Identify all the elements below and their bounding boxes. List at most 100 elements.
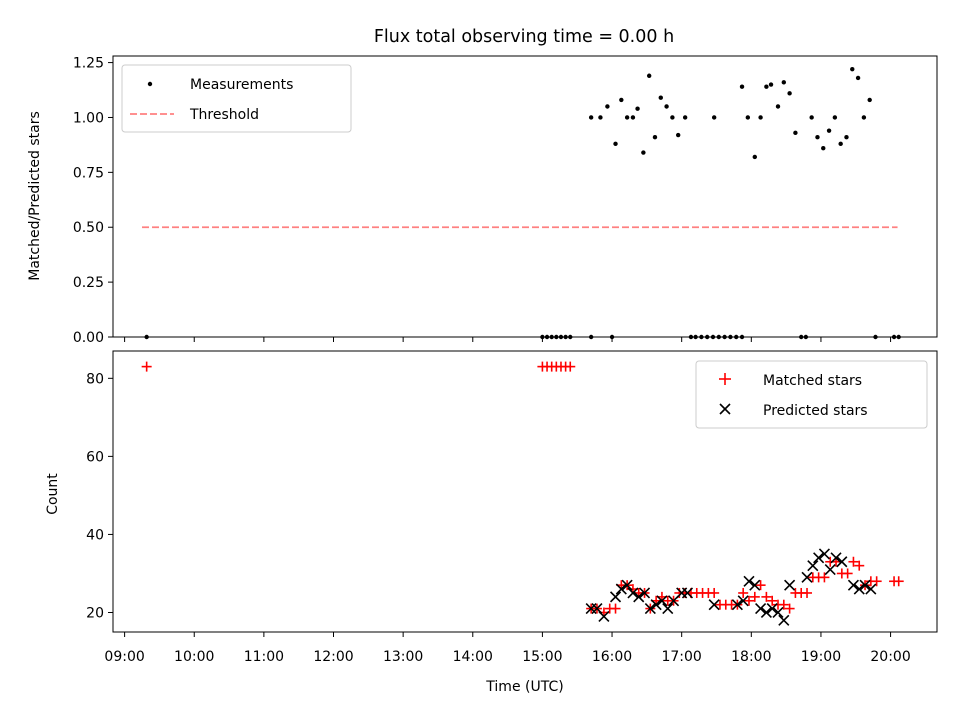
ratio-x-axis-ticks [124, 337, 892, 342]
measurement-point [867, 97, 872, 103]
matched-star-point [819, 572, 830, 583]
ratio-legend: Measurements Threshold [121, 64, 352, 133]
predicted-star-point [836, 556, 848, 568]
measurement-point [675, 132, 681, 138]
y-tick-label: 40 [86, 527, 104, 543]
measurement-point [826, 128, 832, 133]
legend-frame [695, 360, 928, 429]
legend-threshold-label: Threshold [189, 107, 259, 123]
matched-star-point [893, 576, 904, 587]
predicted-star-point [778, 614, 790, 626]
measurement-point [641, 150, 646, 155]
predicted-star-point [830, 552, 842, 564]
count-plot-area [141, 361, 904, 626]
measurement-point [739, 84, 745, 89]
measurement-point [809, 115, 814, 120]
matched-star-point [141, 361, 152, 372]
y-tick-label: 80 [86, 371, 104, 387]
ratio-y-axis-label: Matched/Predicted stars [27, 111, 43, 281]
count-y-axis-label: Count [45, 473, 61, 515]
matched-star-point [802, 587, 813, 598]
measurement-point [752, 154, 757, 160]
count-axes-frame [112, 350, 938, 633]
measurement-point [787, 91, 792, 96]
measurement-point [793, 130, 798, 136]
predicted-star-point [598, 610, 610, 622]
predicted-star-point [824, 563, 836, 576]
measurement-point [764, 84, 769, 89]
y-tick-label: 20 [86, 605, 104, 621]
matched-star-point [761, 591, 772, 602]
predicted-star-point [644, 603, 656, 615]
matched-star-point [755, 580, 766, 591]
measurement-point [598, 115, 603, 120]
x-axis: 09:00 10:00 11:00 12:00 13:00 14:00 15:00 16:00… [104, 632, 911, 665]
matched-star-point [749, 591, 760, 602]
predicted-star-point [737, 595, 749, 607]
ratio-axes-frame [112, 55, 938, 338]
matched-star-point [854, 560, 865, 571]
matched-star-point [842, 568, 853, 579]
count-panel: 20 40 60 80 09:00 10:00 11:00 12:00 13:00 14:00 1… [45, 350, 938, 695]
predicted-star-point [784, 579, 796, 591]
predicted-star-point [633, 591, 645, 603]
measurement-point [821, 146, 826, 151]
predicted-star-point [681, 587, 694, 599]
measurement-point [861, 115, 867, 120]
y-tick-label: 60 [86, 449, 104, 465]
measurement-point [768, 82, 774, 87]
x-tick-label: 17:00 [661, 649, 701, 665]
measurement-point [670, 115, 675, 120]
predicted-star-point [865, 583, 877, 595]
x-tick-label: 15:00 [522, 649, 562, 665]
y-tick-label: 0.75 [73, 165, 104, 181]
chart-title: Flux total observing time = 0.00 h [374, 27, 674, 47]
x-axis-label: Time (UTC) [485, 679, 563, 695]
matched-star-point [738, 587, 749, 598]
measurement-point [781, 80, 787, 85]
measurement-point [815, 135, 820, 140]
measurement-point [613, 141, 618, 147]
predicted-star-point [755, 603, 767, 615]
count-legend: Matched stars Predicted stars [695, 360, 928, 429]
measurement-point [630, 115, 636, 120]
x-tick-label: 13:00 [383, 649, 423, 665]
matched-star-point [709, 587, 720, 598]
measurement-point [844, 135, 849, 140]
legend-measurements-label: Measurements [190, 77, 293, 93]
measurement-point [619, 97, 624, 103]
measurement-point [758, 115, 763, 120]
predicted-star-point [662, 603, 674, 615]
predicted-star-point [801, 571, 813, 583]
predicted-star-point [749, 579, 761, 591]
predicted-star-point [818, 548, 830, 560]
x-tick-label: 20:00 [870, 649, 910, 665]
measurement-point [635, 106, 640, 111]
measurement-point [745, 115, 751, 120]
matched-star-point [743, 595, 754, 606]
matched-star-point [610, 603, 621, 614]
x-tick-label: 19:00 [801, 649, 841, 665]
measurement-point [664, 104, 669, 109]
x-tick-label: 11:00 [244, 649, 284, 665]
predicted-star-point [813, 552, 825, 564]
x-tick-label: 16:00 [592, 649, 632, 665]
x-tick-label: 09:00 [104, 649, 144, 665]
measurement-point [646, 73, 652, 78]
predicted-star-point [627, 587, 639, 599]
matched-star-point [778, 599, 789, 610]
measurement-point [832, 115, 838, 120]
count-y-axis: 20 40 60 80 [86, 371, 113, 621]
matched-star-point [871, 576, 882, 587]
legend-frame [121, 64, 352, 133]
matched-star-point [784, 603, 795, 614]
measurement-point [850, 66, 855, 72]
measurement-point [624, 115, 630, 120]
y-tick-label: 0.25 [73, 275, 104, 291]
matched-star-point [767, 595, 778, 606]
predicted-star-point [766, 603, 778, 615]
predicted-star-point [807, 560, 819, 572]
predicted-star-point [609, 591, 622, 603]
measurement-point [838, 141, 843, 147]
